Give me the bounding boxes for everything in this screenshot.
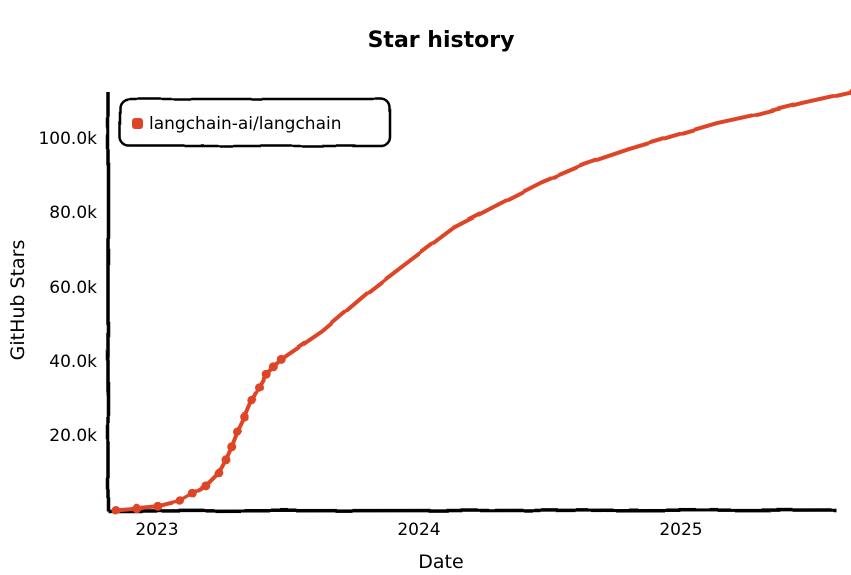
y-tick-60k: 60.0k xyxy=(49,278,97,298)
data-point xyxy=(261,369,271,379)
legend-swatch xyxy=(132,118,143,129)
data-point xyxy=(201,481,211,491)
data-point xyxy=(268,362,278,372)
data-point xyxy=(153,501,163,511)
data-point xyxy=(227,442,237,452)
data-point xyxy=(240,412,250,422)
legend-label: langchain-ai/langchain xyxy=(149,114,342,134)
data-point xyxy=(247,395,257,405)
x-tick-2024: 2024 xyxy=(397,520,440,540)
y-tick-labels: 20.0k 40.0k 60.0k 80.0k 100.0k xyxy=(38,129,97,446)
data-point xyxy=(254,382,264,392)
series-points xyxy=(110,87,851,515)
y-axis-label: GitHub Stars xyxy=(7,240,29,361)
axes xyxy=(106,92,837,513)
data-point xyxy=(848,87,851,96)
x-axis-label: Date xyxy=(418,551,463,573)
data-point xyxy=(175,496,185,506)
x-axis-line xyxy=(107,508,837,513)
data-point xyxy=(131,503,141,513)
data-point xyxy=(214,468,224,478)
y-tick-100k: 100.0k xyxy=(38,129,97,149)
x-tick-labels: 2023 2024 2025 xyxy=(135,520,702,540)
data-point xyxy=(187,488,197,498)
legend-box xyxy=(118,97,392,148)
data-point xyxy=(276,354,286,364)
y-tick-80k: 80.0k xyxy=(49,203,97,223)
series-langchain xyxy=(110,87,851,515)
series-line xyxy=(113,89,851,512)
data-point xyxy=(110,505,120,515)
x-tick-2023: 2023 xyxy=(135,520,178,540)
y-tick-40k: 40.0k xyxy=(49,352,97,372)
data-point xyxy=(232,427,242,437)
chart-title: Star history xyxy=(368,28,515,53)
x-tick-2025: 2025 xyxy=(659,520,702,540)
legend: langchain-ai/langchain xyxy=(118,97,392,148)
data-point xyxy=(221,455,231,465)
y-tick-20k: 20.0k xyxy=(49,426,97,446)
